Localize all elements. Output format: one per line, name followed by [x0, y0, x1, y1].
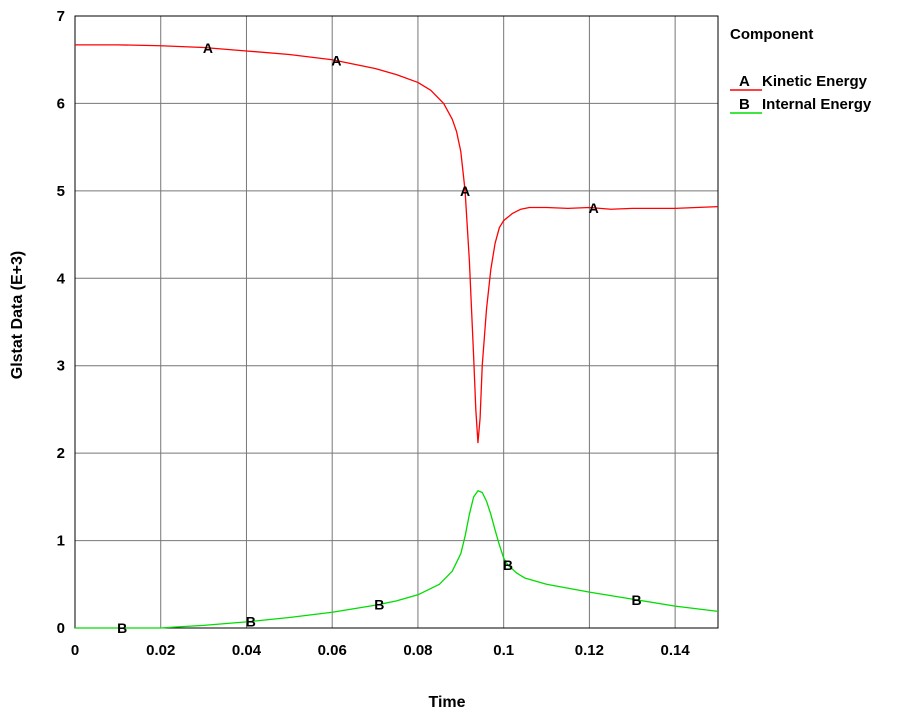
series-line-a: [75, 44, 719, 444]
x-tick-label: 0.08: [403, 642, 432, 659]
y-tick-label: 5: [57, 183, 65, 200]
x-tick-label: 0.06: [318, 642, 347, 659]
series-marker-b: B: [246, 613, 256, 629]
legend-entry-a: A Kinetic Energy: [730, 73, 868, 91]
legend-key: A: [739, 73, 750, 90]
legend-title: Component: [730, 26, 813, 43]
y-axis-label: Glstat Data (E+3): [9, 251, 26, 379]
x-tick-label: 0.14: [661, 642, 691, 659]
grid: [74, 15, 718, 629]
series-marker-a: A: [589, 200, 599, 216]
x-tick-label: 0.12: [575, 642, 604, 659]
y-tick-label: 4: [57, 270, 66, 287]
x-tick-label: 0: [71, 642, 79, 659]
legend-label: Internal Energy: [762, 96, 872, 113]
series-marker-b: B: [631, 592, 641, 608]
y-tick-label: 3: [57, 358, 65, 375]
x-tick-label: 0.1: [493, 642, 514, 659]
y-tick-label: 7: [57, 8, 65, 25]
legend-label: Kinetic Energy: [762, 73, 868, 90]
series-lines: [75, 44, 719, 629]
plot-frame: [74, 15, 719, 629]
tick-labels: 0 0.02 0.04 0.06 0.08 0.1 0.12 0.14 0 1 2 3 4 5 6 7: [57, 8, 691, 659]
series-marker-a: A: [460, 183, 470, 199]
legend-key: B: [739, 96, 750, 113]
series-markers: A A A A B B B B B: [117, 40, 642, 636]
series-marker-a: A: [331, 53, 341, 69]
series-marker-b: B: [503, 557, 513, 573]
y-tick-label: 0: [57, 620, 65, 637]
series-marker-a: A: [203, 40, 213, 56]
x-tick-label: 0.04: [232, 642, 262, 659]
x-axis-label: Time: [428, 694, 465, 711]
series-marker-b: B: [374, 596, 384, 612]
series-line-b: [75, 490, 719, 629]
y-tick-label: 2: [57, 445, 65, 462]
series-marker-b: B: [117, 620, 127, 636]
legend: Component A Kinetic Energy B Internal Energ…: [730, 26, 872, 114]
x-tick-label: 0.02: [146, 642, 175, 659]
y-tick-label: 6: [57, 95, 65, 112]
legend-entry-b: B Internal Energy: [730, 96, 872, 114]
y-tick-label: 1: [57, 533, 65, 550]
